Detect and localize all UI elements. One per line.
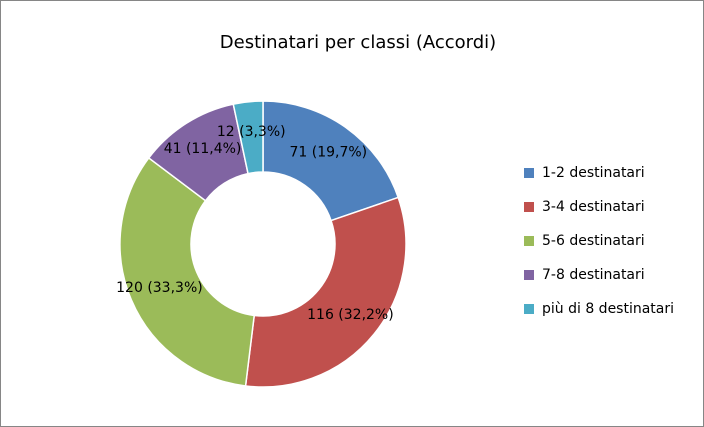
legend-label: 1-2 destinatari bbox=[542, 165, 645, 181]
donut-slice bbox=[244, 196, 407, 388]
legend-swatch bbox=[524, 168, 534, 178]
legend-label: più di 8 destinatari bbox=[542, 301, 674, 317]
data-label: 41 (11,4%) bbox=[164, 141, 242, 157]
data-label: 12 (3,3%) bbox=[217, 124, 286, 140]
donut-slice bbox=[232, 100, 264, 175]
legend-swatch bbox=[524, 304, 534, 314]
donut-slice bbox=[119, 156, 256, 387]
data-label: 116 (32,2%) bbox=[307, 307, 394, 323]
legend-swatch bbox=[524, 236, 534, 246]
data-label: 120 (33,3%) bbox=[116, 280, 203, 296]
legend-label: 3-4 destinatari bbox=[542, 199, 645, 215]
legend-swatch bbox=[524, 202, 534, 212]
chart-title: Destinatari per classi (Accordi) bbox=[220, 32, 496, 53]
data-label: 71 (19,7%) bbox=[289, 144, 367, 160]
legend-label: 7-8 destinatari bbox=[542, 267, 645, 283]
donut-slice bbox=[262, 100, 400, 222]
legend-label: 5-6 destinatari bbox=[542, 233, 645, 249]
legend-swatch bbox=[524, 270, 534, 280]
